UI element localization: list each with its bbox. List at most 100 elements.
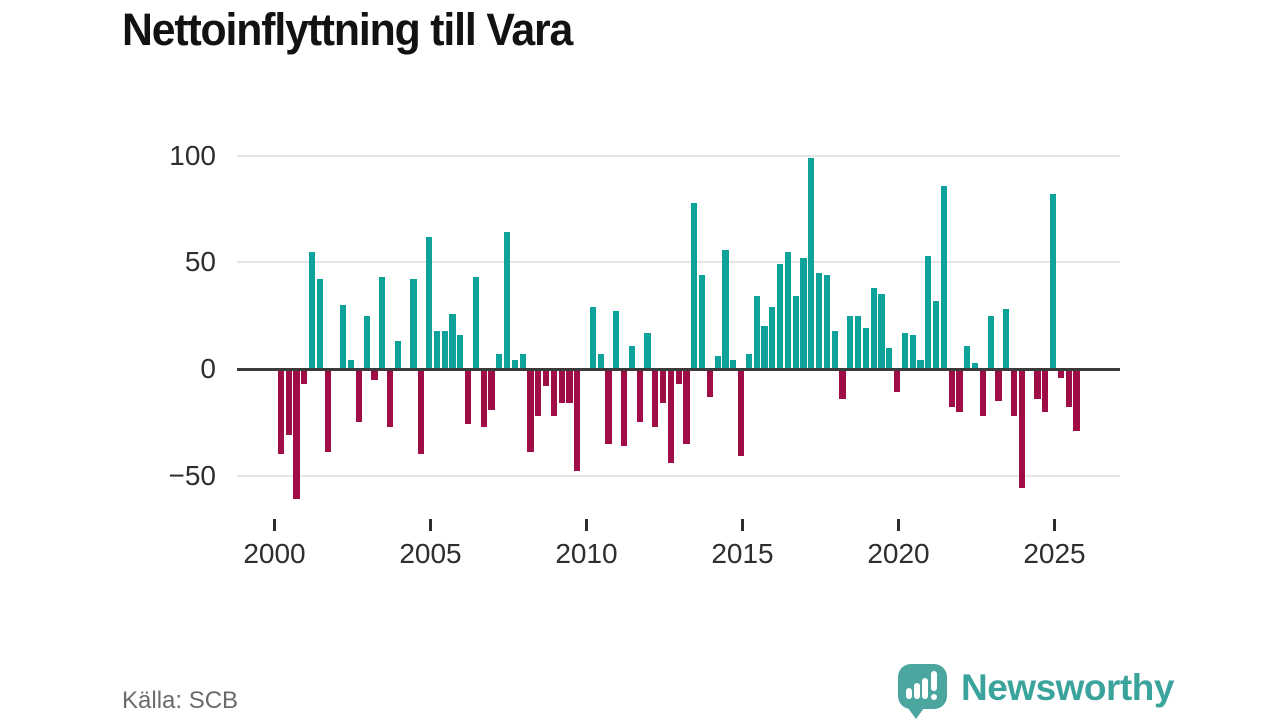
- bar-negative: [418, 369, 425, 455]
- bar-positive: [519, 354, 526, 369]
- bar-negative: [535, 369, 542, 416]
- bar-positive: [449, 313, 456, 369]
- bar-positive: [940, 185, 948, 369]
- bar-negative: [465, 369, 472, 425]
- bar-positive: [714, 356, 721, 369]
- bar-positive: [441, 330, 448, 369]
- bar-negative: [324, 369, 331, 453]
- bar-positive: [831, 330, 838, 369]
- bar-positive: [777, 264, 784, 369]
- bar-negative: [979, 369, 987, 416]
- bar-negative: [660, 369, 667, 404]
- bar-negative: [1073, 369, 1080, 431]
- bar-positive: [363, 315, 370, 369]
- bar-negative: [948, 369, 955, 408]
- bar-negative: [574, 369, 581, 472]
- x-axis-tick: [741, 519, 744, 531]
- bar-negative: [995, 369, 1002, 401]
- bar-positive: [410, 279, 417, 369]
- x-axis-tick: [897, 519, 900, 531]
- bar-positive: [504, 232, 511, 369]
- bar-positive: [433, 330, 441, 369]
- bar-positive: [309, 251, 316, 369]
- bar-positive: [847, 315, 854, 369]
- bar-negative: [636, 369, 643, 423]
- bar-negative: [527, 369, 534, 453]
- bar-negative: [1065, 369, 1072, 408]
- bar-positive: [316, 279, 324, 369]
- y-axis-tick-label: 0: [200, 353, 216, 384]
- bar-positive: [426, 236, 433, 369]
- y-axis-tick-label: 50: [184, 246, 216, 278]
- x-axis-tick: [585, 519, 588, 531]
- bar-negative: [621, 369, 628, 446]
- bar-positive: [691, 202, 698, 369]
- bar-positive: [496, 354, 503, 369]
- zero-axis-line: [237, 367, 1120, 371]
- bar-positive: [628, 345, 636, 369]
- bar-negative: [1057, 369, 1065, 378]
- y-axis-tick-label: 100: [169, 139, 216, 171]
- bar-negative: [301, 369, 308, 384]
- x-axis-tick-label: 2025: [1023, 538, 1086, 569]
- bar-negative: [839, 369, 846, 399]
- bar-negative: [1034, 369, 1041, 399]
- chart-title: Nettoinflyttning till Vara: [122, 4, 573, 55]
- x-axis-tick-label: 2020: [867, 538, 930, 569]
- bar-positive: [800, 258, 807, 369]
- bar-positive: [862, 328, 870, 369]
- bar-positive: [855, 315, 862, 369]
- bar-negative: [566, 369, 573, 404]
- bar-negative: [355, 369, 363, 423]
- bar-negative: [605, 369, 612, 444]
- bar-positive: [722, 249, 729, 369]
- bar-positive: [597, 354, 604, 369]
- x-axis-tick: [429, 519, 432, 531]
- bar-negative: [738, 369, 745, 457]
- logo-bar-medium: [914, 683, 920, 699]
- y-gridline: [237, 474, 1120, 477]
- bar-negative: [706, 369, 714, 397]
- bar-negative: [277, 369, 285, 455]
- bar-positive: [379, 277, 386, 369]
- bar-positive: [925, 255, 932, 369]
- logo-bar-small: [906, 688, 912, 699]
- bar-positive: [730, 360, 737, 369]
- bar-positive: [784, 251, 792, 369]
- bar-positive: [761, 326, 768, 369]
- bar-positive: [964, 345, 971, 369]
- bar-positive: [589, 307, 597, 369]
- source-label: Källa: SCB: [122, 687, 239, 714]
- y-gridline: [237, 261, 1120, 264]
- bar-positive: [745, 354, 753, 369]
- bar-positive: [917, 360, 924, 369]
- bar-negative: [1042, 369, 1049, 412]
- bar-positive: [394, 341, 402, 369]
- bar-positive: [901, 332, 909, 369]
- bar-positive: [808, 157, 815, 369]
- x-axis-tick-label: 2015: [711, 538, 774, 569]
- bar-negative: [543, 369, 550, 387]
- bar-negative: [293, 369, 300, 500]
- bar-positive: [340, 304, 347, 369]
- x-axis-tick-label: 2010: [555, 538, 618, 569]
- newsworthy-wordmark: Newsworthy: [961, 667, 1174, 708]
- bar-negative: [894, 369, 901, 393]
- bar-positive: [613, 311, 620, 369]
- bar-positive: [909, 334, 916, 369]
- bar-positive: [769, 307, 776, 369]
- bar-negative: [558, 369, 565, 404]
- bar-positive: [1050, 194, 1057, 369]
- y-gridline: [237, 154, 1120, 157]
- bar-positive: [886, 347, 893, 369]
- bar-negative: [652, 369, 659, 427]
- bar-negative: [956, 369, 963, 412]
- logo-exclamation-stem: [931, 671, 937, 691]
- bar-positive: [457, 334, 464, 369]
- bar-positive: [511, 360, 519, 369]
- x-axis-tick: [273, 519, 276, 531]
- bar-positive: [1003, 309, 1010, 369]
- bar-positive: [972, 362, 979, 369]
- logo-exclamation-dot: [931, 694, 937, 700]
